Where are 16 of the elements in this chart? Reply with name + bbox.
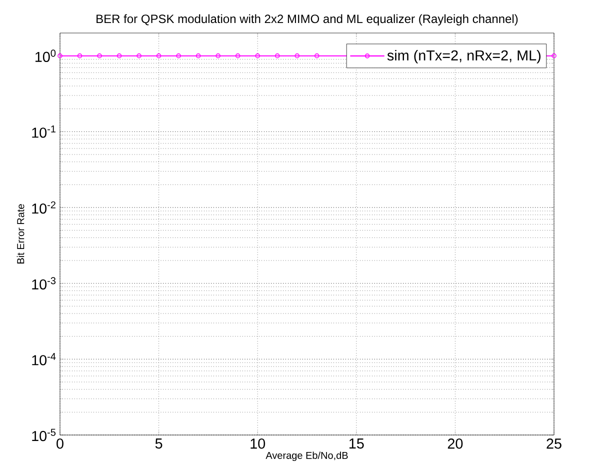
chart-title: BER for QPSK modulation with 2x2 MIMO and ML equalizer (Rayleigh channel) [96, 14, 518, 26]
y-tick-label: 10$^{-5}$ [32, 428, 56, 442]
x-tick-label: 5 [155, 438, 162, 449]
x-axis-title: Average Eb/No,dB [266, 452, 348, 461]
x-tick-label: 15 [349, 438, 364, 449]
y-tick-label: 10$^{-2}$ [32, 201, 56, 214]
legend-label: sim (nTx=2, nRx=2, ML) [387, 50, 540, 64]
y-axis-title: Bit Error Rate [16, 204, 24, 264]
y-tick-label: 10$^{-1}$ [32, 126, 56, 138]
y-tick-label: 10$^{-4}$ [32, 353, 56, 366]
y-tick-label: 10$^{0}$ [35, 50, 56, 62]
x-tick-label: 25 [546, 438, 562, 449]
y-tick-label: 10$^{-3}$ [32, 277, 56, 290]
x-tick-label: 0 [56, 438, 64, 449]
x-tick-label: 10 [250, 438, 266, 449]
x-tick-label: 20 [448, 438, 463, 449]
